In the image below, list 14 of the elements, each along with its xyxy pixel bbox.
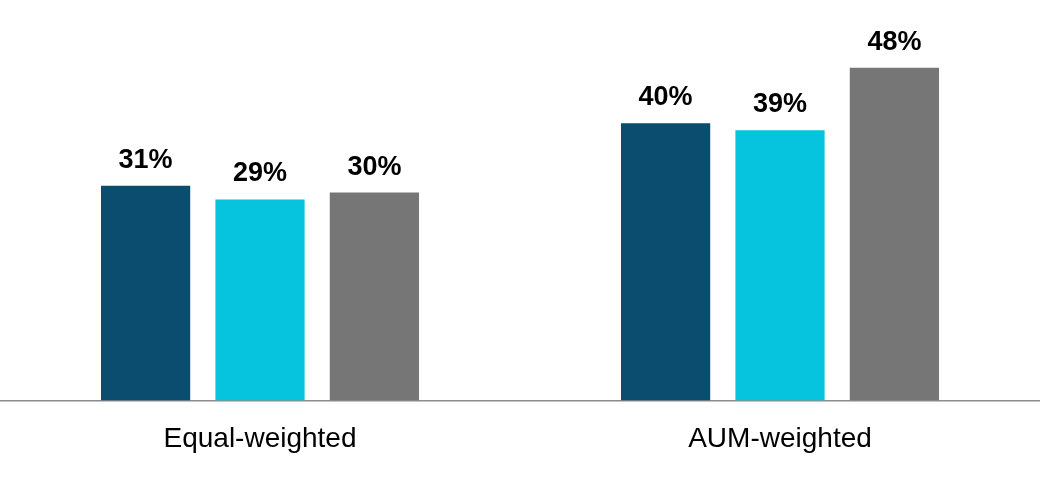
x-tick-label: AUM-weighted [688, 421, 872, 453]
bar [735, 130, 825, 401]
data-label: 39% [752, 88, 808, 119]
data-label: 29% [232, 157, 288, 188]
bar [215, 199, 305, 401]
bar [620, 123, 711, 401]
data-label: 31% [118, 143, 173, 174]
bar [329, 192, 420, 401]
x-tick-label: Equal-weighted [163, 421, 357, 453]
bar [849, 67, 940, 401]
data-label: 40% [638, 81, 693, 112]
data-label: 48% [867, 25, 922, 56]
data-label: 30% [347, 150, 402, 181]
bar [100, 185, 191, 401]
